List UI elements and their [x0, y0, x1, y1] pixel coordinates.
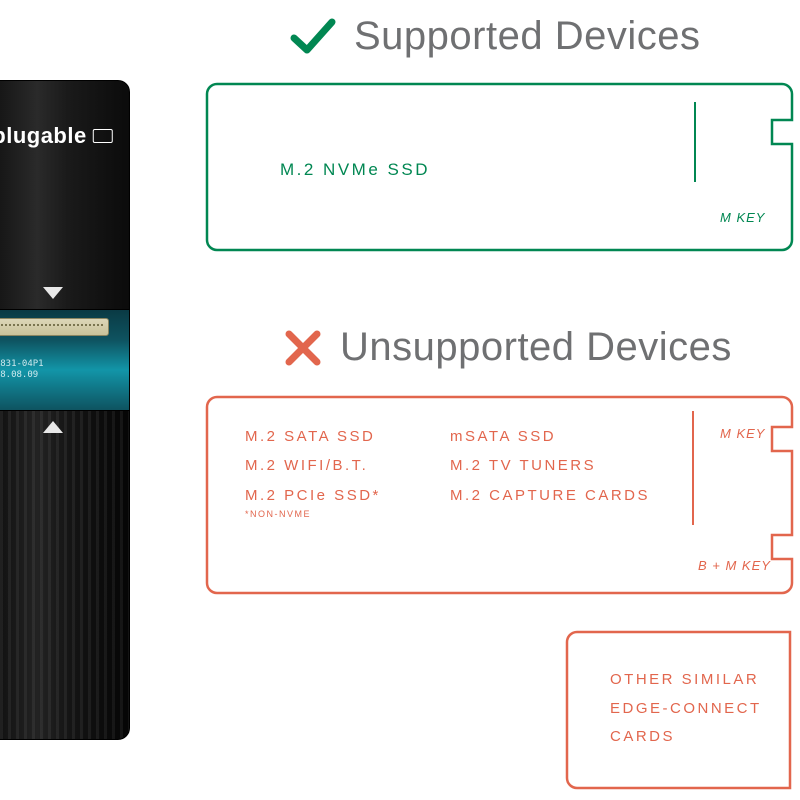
unsupported-col1: M.2 SATA SSD M.2 WIFI/B.T. M.2 PCIe SSD*… — [245, 422, 381, 523]
list-item: M.2 SATA SSD — [245, 422, 381, 451]
brand-logo: plugable — [0, 123, 113, 149]
unsupported-title: Unsupported Devices — [340, 325, 732, 370]
x-icon — [284, 329, 322, 367]
enclosure-bottom — [0, 410, 130, 740]
list-item: M.2 CAPTURE CARDS — [450, 481, 650, 510]
supported-key-label: M KEY — [720, 210, 765, 225]
unsupported-key-m: M KEY — [720, 426, 765, 441]
list-item: mSATA SSD — [450, 422, 650, 451]
enclosure-top: plugable — [0, 80, 130, 310]
brand-icon — [93, 129, 113, 143]
product-enclosure: plugable P-0831-04P1 2018.08.09 — [0, 80, 145, 740]
m2-connector — [0, 318, 109, 336]
arrow-up-icon — [43, 421, 63, 433]
arrow-down-icon — [43, 287, 63, 299]
list-item: M.2 TV TUNERS — [450, 451, 650, 480]
unsupported-key-bm: B + M KEY — [698, 558, 771, 573]
check-icon — [290, 16, 336, 58]
supported-item: M.2 NVMe SSD — [280, 160, 430, 180]
pcb-board: P-0831-04P1 2018.08.09 — [0, 310, 130, 410]
unsupported-heading: Unsupported Devices — [284, 325, 732, 370]
edge-connect-label: OTHER SIMILAR EDGE-CONNECT CARDS — [610, 666, 780, 752]
brand-text: plugable — [0, 123, 87, 149]
list-item: M.2 WIFI/B.T. — [245, 451, 381, 480]
supported-heading: Supported Devices — [290, 14, 700, 59]
pcb-silkscreen: P-0831-04P1 2018.08.09 — [0, 359, 44, 382]
supported-title: Supported Devices — [354, 14, 700, 59]
unsupported-col2: mSATA SSD M.2 TV TUNERS M.2 CAPTURE CARD… — [450, 422, 650, 510]
